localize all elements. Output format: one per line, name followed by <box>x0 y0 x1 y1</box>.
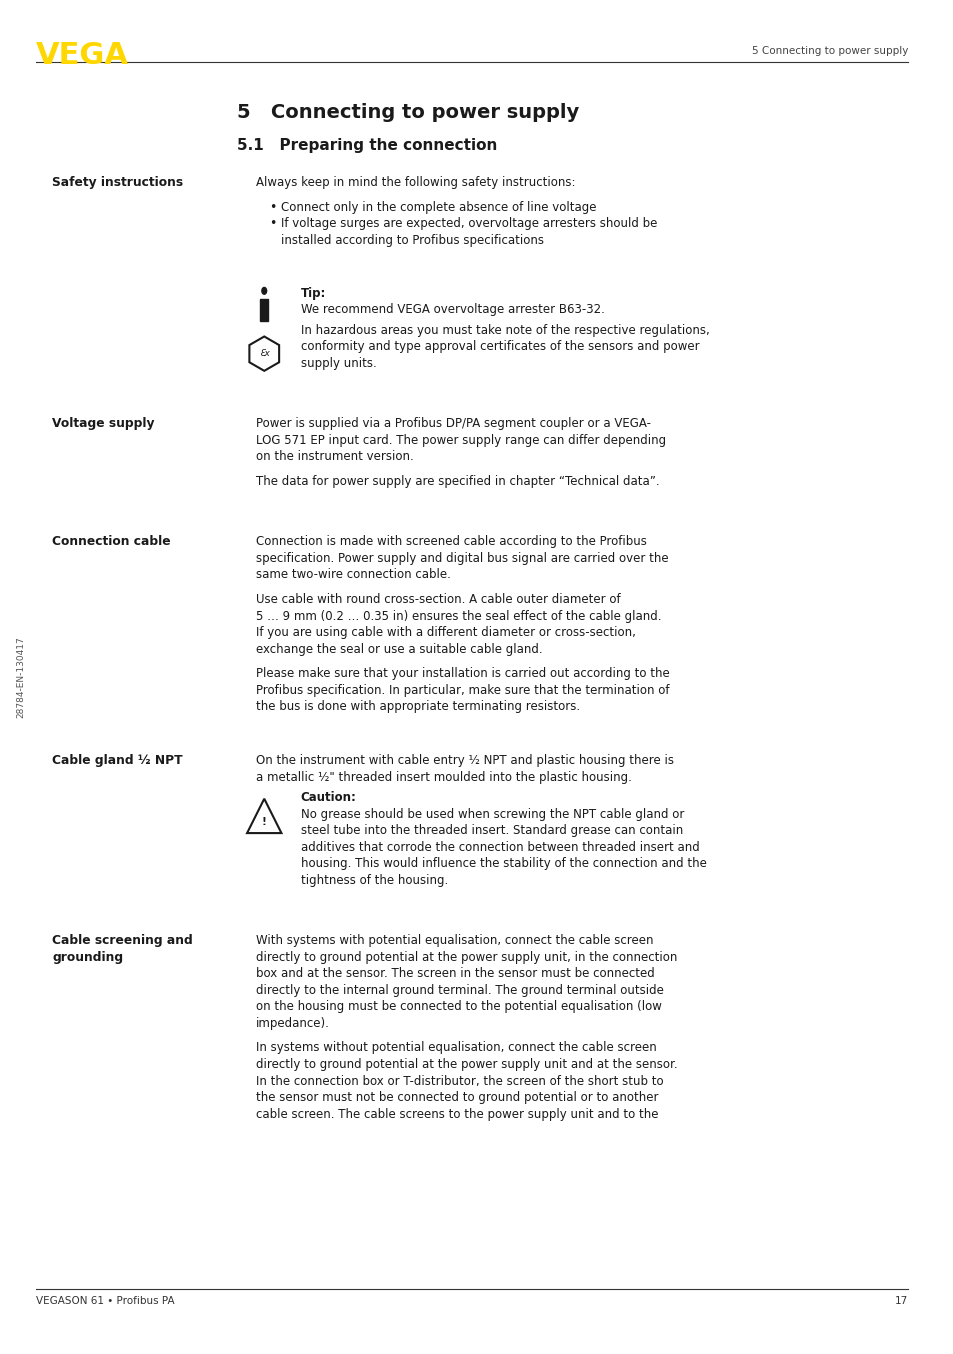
Text: •: • <box>269 200 276 214</box>
Text: same two-wire connection cable.: same two-wire connection cable. <box>255 569 450 581</box>
Text: In hazardous areas you must take note of the respective regulations,: In hazardous areas you must take note of… <box>300 324 708 337</box>
Text: VEGASON 61 • Profibus PA: VEGASON 61 • Profibus PA <box>36 1296 174 1305</box>
Text: VEGA: VEGA <box>36 41 129 69</box>
Text: The data for power supply are specified in chapter “Technical data”.: The data for power supply are specified … <box>255 475 659 487</box>
Text: additives that corrode the connection between threaded insert and: additives that corrode the connection be… <box>300 841 699 854</box>
Text: 17: 17 <box>894 1296 907 1305</box>
Text: directly to ground potential at the power supply unit and at the sensor.: directly to ground potential at the powe… <box>255 1057 677 1071</box>
Text: directly to ground potential at the power supply unit, in the connection: directly to ground potential at the powe… <box>255 951 677 964</box>
Text: Please make sure that your installation is carried out according to the: Please make sure that your installation … <box>255 668 669 680</box>
Text: cable screen. The cable screens to the power supply unit and to the: cable screen. The cable screens to the p… <box>255 1108 658 1121</box>
Text: conformity and type approval certificates of the sensors and power: conformity and type approval certificate… <box>300 340 699 353</box>
Text: on the housing must be connected to the potential equalisation (low: on the housing must be connected to the … <box>255 1001 660 1013</box>
Text: !: ! <box>261 816 267 827</box>
Text: Connection cable: Connection cable <box>52 535 171 548</box>
Text: If you are using cable with a different diameter or cross-section,: If you are using cable with a different … <box>255 626 635 639</box>
Circle shape <box>261 287 266 294</box>
Text: Profibus specification. In particular, make sure that the termination of: Profibus specification. In particular, m… <box>255 684 668 697</box>
Text: Cable screening and: Cable screening and <box>52 934 193 948</box>
Text: tightness of the housing.: tightness of the housing. <box>300 873 447 887</box>
Text: specification. Power supply and digital bus signal are carried over the: specification. Power supply and digital … <box>255 552 668 565</box>
Text: 5   Connecting to power supply: 5 Connecting to power supply <box>236 103 578 122</box>
Text: a metallic ½" threaded insert moulded into the plastic housing.: a metallic ½" threaded insert moulded in… <box>255 770 631 784</box>
Text: grounding: grounding <box>52 951 124 964</box>
Text: Always keep in mind the following safety instructions:: Always keep in mind the following safety… <box>255 176 575 190</box>
Text: No grease should be used when screwing the NPT cable gland or: No grease should be used when screwing t… <box>300 808 683 821</box>
Text: impedance).: impedance). <box>255 1017 329 1030</box>
Text: exchange the seal or use a suitable cable gland.: exchange the seal or use a suitable cabl… <box>255 643 541 655</box>
Text: LOG 571 EP input card. The power supply range can differ depending: LOG 571 EP input card. The power supply … <box>255 433 665 447</box>
Text: housing. This would influence the stability of the connection and the: housing. This would influence the stabil… <box>300 857 705 871</box>
Text: the bus is done with appropriate terminating resistors.: the bus is done with appropriate termina… <box>255 700 579 714</box>
Text: Safety instructions: Safety instructions <box>52 176 183 190</box>
Text: We recommend VEGA overvoltage arrester B63-32.: We recommend VEGA overvoltage arrester B… <box>300 303 604 317</box>
Text: installed according to Profibus specifications: installed according to Profibus specific… <box>281 234 544 246</box>
Text: 5 Connecting to power supply: 5 Connecting to power supply <box>751 46 907 56</box>
Text: Cable gland ½ NPT: Cable gland ½ NPT <box>52 754 183 768</box>
Text: Use cable with round cross-section. A cable outer diameter of: Use cable with round cross-section. A ca… <box>255 593 619 607</box>
Text: Caution:: Caution: <box>300 791 356 804</box>
Text: Voltage supply: Voltage supply <box>52 417 154 431</box>
Text: box and at the sensor. The screen in the sensor must be connected: box and at the sensor. The screen in the… <box>255 967 654 980</box>
Text: In the connection box or T-distributor, the screen of the short stub to: In the connection box or T-distributor, … <box>255 1075 662 1087</box>
Text: Connection is made with screened cable according to the Profibus: Connection is made with screened cable a… <box>255 535 646 548</box>
Text: In systems without potential equalisation, connect the cable screen: In systems without potential equalisatio… <box>255 1041 656 1055</box>
Text: If voltage surges are expected, overvoltage arresters should be: If voltage surges are expected, overvolt… <box>281 217 658 230</box>
Text: Ɛx: Ɛx <box>258 349 270 359</box>
Text: Connect only in the complete absence of line voltage: Connect only in the complete absence of … <box>281 200 597 214</box>
Text: supply units.: supply units. <box>300 357 375 370</box>
Text: On the instrument with cable entry ½ NPT and plastic housing there is: On the instrument with cable entry ½ NPT… <box>255 754 673 768</box>
Text: on the instrument version.: on the instrument version. <box>255 451 413 463</box>
Text: •: • <box>269 217 276 230</box>
Text: Tip:: Tip: <box>300 287 326 299</box>
Text: the sensor must not be connected to ground potential or to another: the sensor must not be connected to grou… <box>255 1091 658 1104</box>
Text: With systems with potential equalisation, connect the cable screen: With systems with potential equalisation… <box>255 934 653 948</box>
Text: 28784-EN-130417: 28784-EN-130417 <box>16 636 26 718</box>
Text: Power is supplied via a Profibus DP/PA segment coupler or a VEGA-: Power is supplied via a Profibus DP/PA s… <box>255 417 650 431</box>
Bar <box>260 299 268 321</box>
Text: 5.1   Preparing the connection: 5.1 Preparing the connection <box>236 138 497 153</box>
Text: steel tube into the threaded insert. Standard grease can contain: steel tube into the threaded insert. Sta… <box>300 825 682 837</box>
Text: directly to the internal ground terminal. The ground terminal outside: directly to the internal ground terminal… <box>255 984 663 997</box>
Text: 5 … 9 mm (0.2 … 0.35 in) ensures the seal effect of the cable gland.: 5 … 9 mm (0.2 … 0.35 in) ensures the sea… <box>255 609 660 623</box>
